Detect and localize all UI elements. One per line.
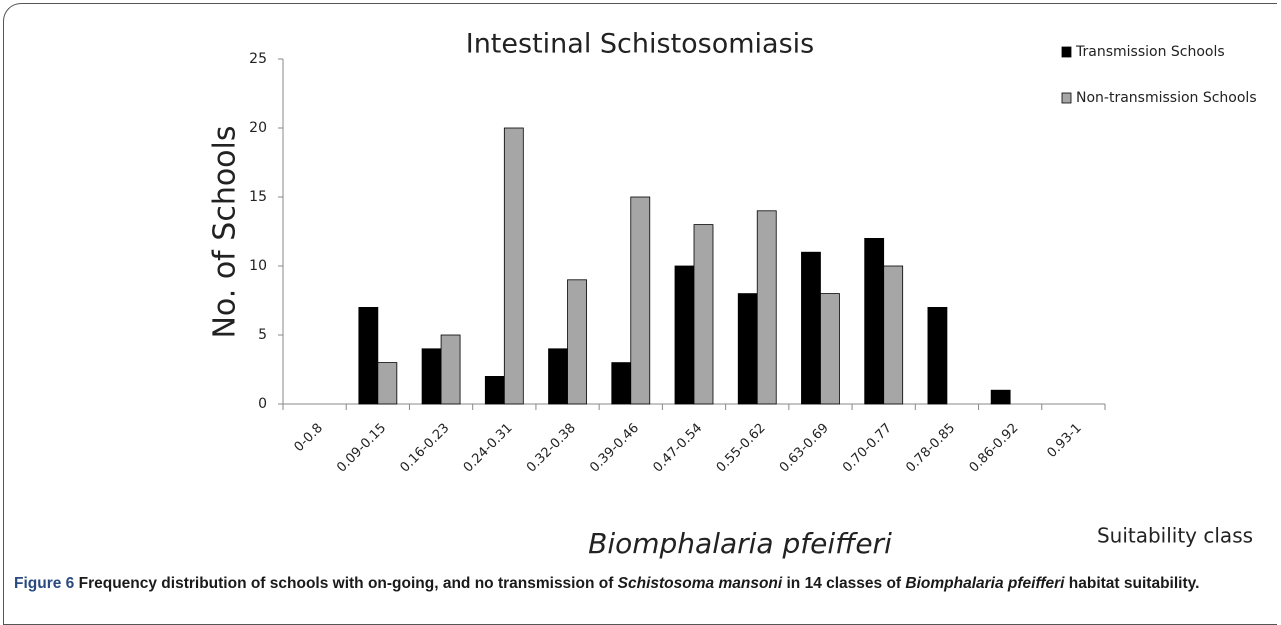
x-tick-label: 0.09-0.15	[334, 421, 389, 476]
caption: Figure 6 Frequency distribution of schoo…	[14, 574, 1264, 594]
y-tick-label: 0	[258, 396, 267, 412]
y-tick-label: 15	[249, 189, 267, 205]
bar	[801, 251, 821, 405]
legend-label: Non-transmission Schools	[1076, 90, 1257, 106]
page: Intestinal Schistosomiasis No. of School…	[3, 3, 1277, 625]
caption-italic: Schistosoma mansoni	[617, 575, 783, 592]
x-tick-label: 0.16-0.23	[398, 421, 453, 476]
bar	[674, 265, 695, 405]
bar	[421, 348, 442, 405]
x-axis-title: Biomphalaria pfeifferi	[588, 527, 892, 560]
bar	[693, 224, 714, 405]
bar	[377, 362, 398, 405]
chart: Intestinal Schistosomiasis No. of School…	[208, 29, 1257, 561]
y-tick-label: 10	[249, 258, 267, 274]
legend-label: Transmission Schools	[1075, 44, 1225, 60]
bar	[630, 196, 651, 405]
bar	[864, 237, 885, 405]
y-tick-label: 20	[249, 120, 267, 136]
bar	[990, 389, 1011, 405]
bar	[358, 306, 379, 405]
bar	[927, 306, 948, 405]
chart-title: Intestinal Schistosomiasis	[466, 29, 815, 60]
bar	[440, 334, 461, 405]
caption-label: Figure 6	[14, 575, 75, 592]
bar	[737, 293, 758, 405]
bar	[567, 279, 587, 405]
y-axis-title: No. of Schools	[208, 125, 243, 338]
bar	[883, 265, 904, 405]
bar	[820, 293, 840, 405]
caption-text: in 14 classes of	[786, 575, 902, 592]
x-tick-label: 0.24-0.31	[461, 421, 516, 476]
x-tick-label: 0.47-0.54	[650, 421, 705, 476]
y-tick-label: 25	[249, 51, 267, 67]
x-axis-subtitle: Suitability class	[1097, 524, 1253, 548]
caption-italic: Biomphalaria pfeifferi	[905, 575, 1065, 592]
bar	[611, 362, 632, 405]
x-tick-label: 0.55-0.62	[714, 421, 769, 476]
legend-swatch	[1061, 46, 1072, 58]
x-tick-label: 0.32-0.38	[524, 421, 579, 476]
x-tick-label: 0.63-0.69	[777, 421, 832, 476]
x-tick-label: 0.93-1	[1044, 421, 1084, 461]
x-tick-label: 0.39-0.46	[587, 421, 642, 476]
x-tick-label: 0.70-0.77	[840, 421, 895, 476]
x-tick-label: 0.78-0.85	[903, 421, 958, 476]
legend-swatch	[1061, 92, 1072, 104]
bar	[548, 348, 568, 405]
x-tick-label: 0.86-0.92	[967, 421, 1022, 476]
bar	[484, 375, 505, 405]
y-tick-label: 5	[258, 327, 267, 343]
caption-text: habitat suitability.	[1068, 575, 1200, 592]
bar	[756, 210, 777, 405]
bar	[503, 127, 524, 405]
x-tick-label: 0-0.8	[292, 421, 326, 455]
caption-text: Frequency distribution of schools with o…	[78, 575, 614, 592]
